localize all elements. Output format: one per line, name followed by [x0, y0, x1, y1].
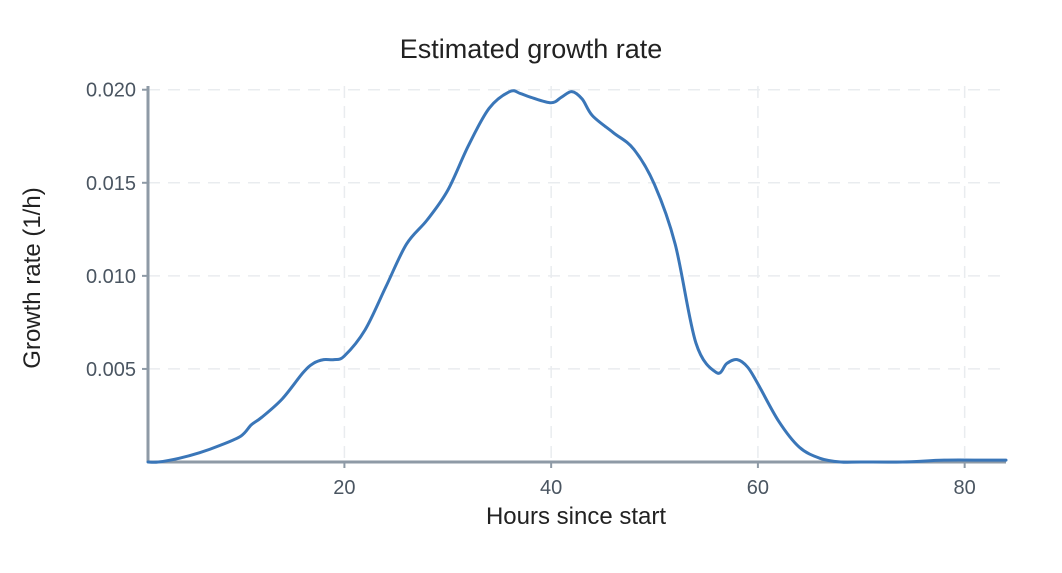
x-tick-label: 40	[540, 477, 562, 499]
y-tick-label: 0.005	[86, 359, 136, 381]
y-tick-label: 0.010	[86, 266, 136, 288]
growth-rate-line	[146, 89, 1008, 464]
x-tick-label: 80	[954, 477, 976, 499]
y-tick-label: 0.020	[86, 80, 136, 102]
x-tick-label: 60	[747, 477, 769, 499]
x-tick-label: 20	[333, 477, 355, 499]
y-tick-label: 0.015	[86, 173, 136, 195]
x-axis-label: Hours since start	[485, 503, 667, 530]
chart-title: Estimated growth rate	[399, 34, 663, 64]
y-axis-label: Growth rate (1/h)	[19, 187, 46, 369]
